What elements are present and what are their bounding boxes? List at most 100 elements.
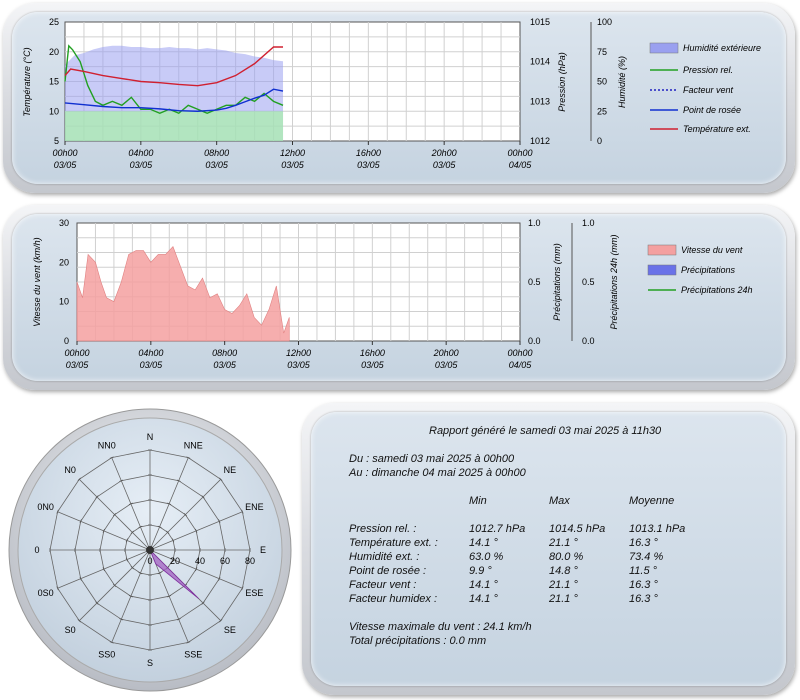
- x-tick-label: 03/05: [357, 160, 381, 170]
- report-cell-label: Facteur vent :: [349, 579, 417, 591]
- rose-tick: [95, 601, 99, 605]
- x-tick-label: 04/05: [509, 360, 533, 370]
- rose-tick: [218, 576, 221, 581]
- rose-tick: [125, 538, 129, 543]
- rose-tick: [201, 495, 205, 499]
- rose-direction-label: NE: [224, 465, 237, 475]
- rose-tick: [201, 601, 205, 605]
- rose-tick: [138, 571, 143, 575]
- report-cell-min: 14.1 °: [469, 593, 498, 605]
- x-tick-label: 16h00: [356, 148, 381, 158]
- rose-tick: [102, 528, 105, 533]
- rose-radius-label: 20: [170, 556, 180, 566]
- rose-tick: [109, 456, 114, 459]
- y-tick-label-pressure: 1012: [530, 136, 550, 146]
- rose-center-dot: [146, 546, 154, 554]
- report-cell-label: Facteur humidex :: [349, 593, 438, 605]
- report-panel: Rapport généré le samedi 03 mai 2025 à 1…: [302, 403, 795, 695]
- rose-tick: [157, 571, 162, 575]
- report-title: Rapport généré le samedi 03 mai 2025 à 1…: [429, 425, 662, 437]
- rose-direction-label: E: [260, 545, 266, 555]
- header-avg: Moyenne: [629, 495, 675, 507]
- report-cell-max: 80.0 %: [549, 551, 584, 563]
- pressure-line: [64, 44, 284, 115]
- x-tick-label: 20h00: [433, 348, 459, 358]
- y-axis-label-precip: Précipitations (mm): [552, 243, 562, 321]
- rose-radius-label: 80: [245, 556, 255, 566]
- x-tick-label: 03/05: [435, 360, 459, 370]
- rose-direction-label: ENE: [245, 502, 264, 512]
- x-tick-label: 03/05: [287, 360, 311, 370]
- rose-tick: [183, 512, 188, 517]
- report-from: Du : samedi 03 mai 2025 à 00h00: [349, 453, 515, 465]
- rose-tick: [219, 477, 223, 481]
- legend-precip-swatch: [647, 264, 677, 276]
- rose-direction-label: NN0: [98, 441, 116, 451]
- report-cell-avg: 1013.1 hPa: [629, 523, 686, 535]
- y-tick-label-wind: 30: [59, 218, 69, 228]
- y-tick-label-pressure: 1014: [530, 57, 550, 67]
- rose-direction-label: SE: [224, 625, 236, 635]
- rose-tick: [56, 509, 59, 514]
- rose-tick: [167, 595, 172, 598]
- report-to: Au : dimanche 04 mai 2025 à 00h00: [349, 467, 526, 479]
- legend-wind-speed-label: Vitesse du vent: [681, 245, 743, 255]
- y-tick-label-wind: 0: [64, 336, 69, 346]
- report-cell-max: 14.8 °: [549, 565, 578, 577]
- rose-tick: [186, 641, 191, 644]
- y-axis-label-temperature: Température (°C): [22, 47, 32, 116]
- y-tick-label-left: 20: [49, 47, 59, 57]
- report-cell-label: Pression rel. :: [349, 523, 417, 535]
- rose-direction-label: S: [147, 658, 153, 668]
- x-tick-label: 03/05: [433, 160, 457, 170]
- rose-tick: [130, 530, 135, 535]
- rose-tick: [241, 509, 244, 514]
- report-cell-min: 63.0 %: [469, 551, 504, 563]
- rose-direction-label: N: [147, 432, 154, 442]
- report-cell-label: Point de rosée :: [349, 565, 427, 577]
- temperature-pressure-humidity-chart: 51015202510121013101410150255075100Tempé…: [22, 17, 761, 170]
- rose-direction-label: 0N0: [37, 502, 54, 512]
- wind-rose-gauge: N NNE NE ENE E ESE SE SSE S SS0 S0 0S0 0 0N0 N0 NN0 0 20 4…: [8, 408, 292, 692]
- rose-direction-label: NNE: [184, 441, 203, 451]
- y-tick-label-wind: 10: [59, 297, 69, 307]
- y-tick-label-precip: 0.5: [528, 277, 541, 287]
- y-axis-label-precip24: Précipitations 24h (mm): [609, 234, 619, 329]
- y-tick-label-humidity: 0: [597, 136, 602, 146]
- rose-radius-label: 0: [147, 556, 152, 566]
- y-tick-label-precip24: 1.0: [582, 218, 595, 228]
- rose-tick: [79, 576, 82, 581]
- x-tick-label: 04/05: [509, 160, 533, 170]
- y-tick-label-precip: 1.0: [528, 218, 541, 228]
- rose-direction-label: 0: [34, 545, 39, 555]
- report-cell-avg: 16.3 °: [629, 593, 658, 605]
- legend-pressure-label: Pression rel.: [683, 65, 733, 75]
- x-tick-label: 04h00: [138, 348, 163, 358]
- rose-direction-label: SS0: [98, 649, 115, 659]
- y-tick-label-left: 25: [49, 17, 59, 27]
- rose-radius-label: 40: [195, 556, 205, 566]
- report-cell-max: 21.1 °: [549, 593, 578, 605]
- rose-tick: [102, 567, 105, 572]
- rose-tick: [171, 538, 175, 543]
- rose-tick: [195, 567, 198, 572]
- legend-wind-chill-label: Facteur vent: [683, 85, 734, 95]
- rose-tick: [128, 595, 133, 598]
- header-min: Min: [469, 495, 487, 507]
- y-axis-label-pressure: Pression (hPa): [557, 52, 567, 112]
- y-tick-label-precip: 0.0: [528, 336, 541, 346]
- wind-precipitation-chart: 0 10 20 30 0.0 0.5 1.0 0.0 0.5 1.0 Vitesse du vent…: [32, 218, 753, 370]
- report-cell-max: 21.1 °: [549, 537, 578, 549]
- rose-tick: [157, 525, 162, 529]
- report-cell-avg: 11.5 °: [629, 565, 658, 577]
- x-tick-label: 00h00: [64, 348, 89, 358]
- x-tick-label: 16h00: [360, 348, 385, 358]
- y-tick-label-precip24: 0.5: [582, 277, 595, 287]
- rose-tick: [95, 495, 99, 499]
- rose-tick: [79, 519, 82, 524]
- rose-tick: [119, 618, 124, 621]
- rose-direction-label: N0: [64, 465, 76, 475]
- legend-precip24-label: Précipitations 24h: [681, 285, 753, 295]
- x-tick-label: 12h00: [280, 148, 305, 158]
- x-tick-label: 03/05: [361, 360, 385, 370]
